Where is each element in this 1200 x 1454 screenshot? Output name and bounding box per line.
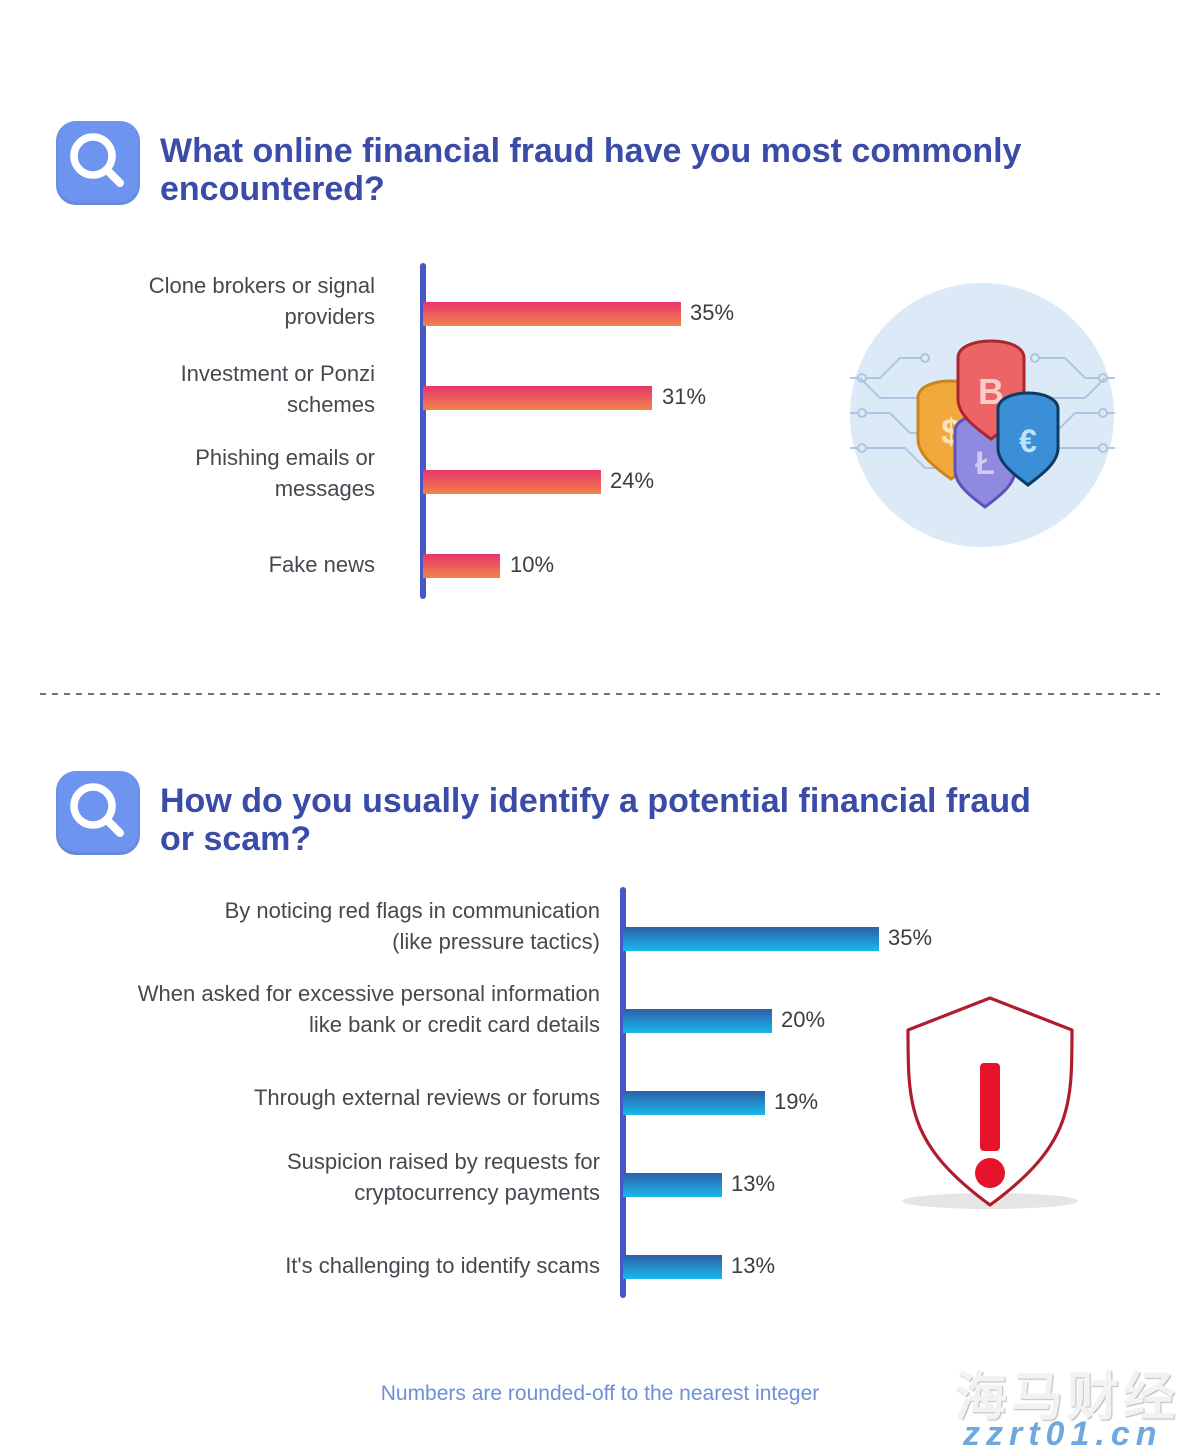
svg-text:Ł: Ł bbox=[975, 445, 995, 481]
svg-text:€: € bbox=[1019, 423, 1037, 459]
